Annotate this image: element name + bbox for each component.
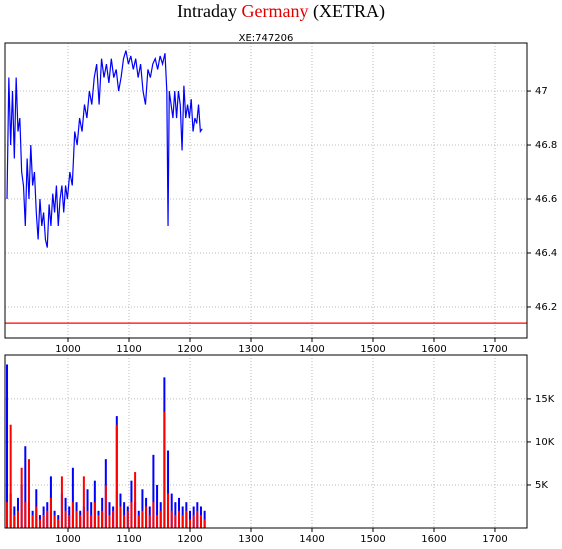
plot-frame (4, 42, 528, 339)
volume-bar (108, 515, 111, 528)
x-tick-label: 1200 (177, 534, 202, 545)
volume-bar (119, 506, 122, 528)
volume-bar (137, 515, 140, 528)
volume-bar (163, 411, 166, 528)
x-tick-label: 1600 (421, 344, 446, 355)
volume-bar (35, 506, 38, 528)
volume-bar (68, 515, 71, 528)
x-tick-label: 1300 (238, 534, 263, 545)
x-tick-label: 1300 (238, 344, 263, 355)
volume-bar (156, 515, 159, 528)
y-tick-label: 46.2 (535, 302, 557, 313)
volume-bar (134, 472, 137, 528)
volume-bar (174, 515, 177, 528)
volume-bar (60, 476, 63, 528)
volume-bar (49, 497, 52, 528)
volume-bar (123, 515, 126, 528)
y-tick-label: 46.4 (535, 248, 557, 259)
volume-bar (156, 484, 159, 528)
volume-bar (159, 510, 162, 528)
volume-bar (112, 510, 115, 528)
volume-bar (196, 510, 199, 528)
volume-bar (185, 510, 188, 528)
volume-bar (79, 515, 82, 528)
volume-bar (181, 515, 184, 528)
x-tick-label: 1000 (55, 534, 80, 545)
x-tick-label: 1700 (482, 344, 507, 355)
volume-bar (148, 515, 151, 528)
volume-bar (20, 467, 23, 528)
y-tick-label: 46.6 (535, 194, 557, 205)
volume-bar (13, 515, 16, 528)
volume-bar (64, 510, 67, 528)
volume-bar (53, 515, 56, 528)
volume-bar (42, 515, 45, 528)
volume-bar (101, 510, 104, 528)
x-tick-label: 1100 (116, 344, 141, 355)
y-tick-label: 10K (535, 437, 555, 448)
volume-bar (38, 519, 41, 528)
volume-bar (167, 493, 170, 528)
plot-frame (4, 354, 528, 529)
volume-bar (82, 476, 85, 528)
price-line (6, 50, 203, 248)
x-tick-label: 1400 (299, 534, 324, 545)
y-tick-label: 46.8 (535, 140, 557, 151)
title-highlight: Germany (241, 1, 309, 21)
x-tick-label: 1700 (482, 534, 507, 545)
volume-bar (86, 489, 89, 528)
y-tick-label: 15K (535, 394, 555, 405)
volume-bar (6, 502, 9, 528)
volume-bar (6, 364, 9, 528)
title-text: (XETRA) (312, 1, 385, 21)
volume-bar (188, 519, 191, 528)
volume-bar (192, 515, 195, 528)
volume-bar (178, 510, 181, 528)
volume-bar (167, 450, 170, 528)
volume-bar (71, 502, 74, 528)
volume-bar (93, 502, 96, 528)
x-tick-label: 1600 (421, 534, 446, 545)
volume-bar (16, 510, 19, 528)
volume-bar (75, 510, 78, 528)
volume-bar (141, 489, 144, 528)
y-tick-label: 47 (535, 86, 548, 97)
y-tick-label: 5K (535, 480, 548, 491)
x-tick-label: 1200 (177, 344, 202, 355)
volume-bar (90, 515, 93, 528)
volume-bar (170, 510, 173, 528)
title-text: Intraday (177, 1, 237, 21)
volume-bar (130, 502, 133, 528)
volume-bar (27, 459, 30, 528)
x-tick-label: 1500 (360, 534, 385, 545)
subtitle: XE:747206 (239, 33, 294, 44)
volume-bar (145, 506, 148, 528)
volume-bar (31, 515, 34, 528)
volume-bar (9, 424, 12, 528)
volume-bar (46, 510, 49, 528)
volume-bar (57, 519, 60, 528)
volume-bar (97, 515, 100, 528)
volume-bar (24, 502, 27, 528)
volume-bar (86, 510, 89, 528)
volume-bar (24, 446, 27, 528)
volume-bar (126, 510, 129, 528)
volume-bar (203, 519, 206, 528)
x-tick-label: 1000 (55, 344, 80, 355)
volume-bar (152, 502, 155, 528)
x-tick-label: 1400 (299, 344, 324, 355)
volume-bar (115, 424, 118, 528)
volume-bar (199, 515, 202, 528)
x-tick-label: 1500 (360, 344, 385, 355)
x-tick-label: 1100 (116, 534, 141, 545)
volume-bar (152, 454, 155, 528)
title: Intraday Germany (XETRA) (0, 0, 562, 22)
volume-bar (71, 467, 74, 528)
volume-bar (141, 510, 144, 528)
volume-bar (104, 484, 107, 528)
